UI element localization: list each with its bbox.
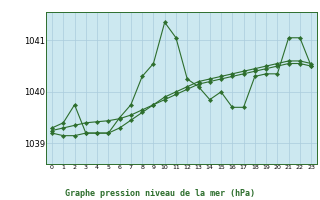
Text: Graphe pression niveau de la mer (hPa): Graphe pression niveau de la mer (hPa) xyxy=(65,189,255,198)
